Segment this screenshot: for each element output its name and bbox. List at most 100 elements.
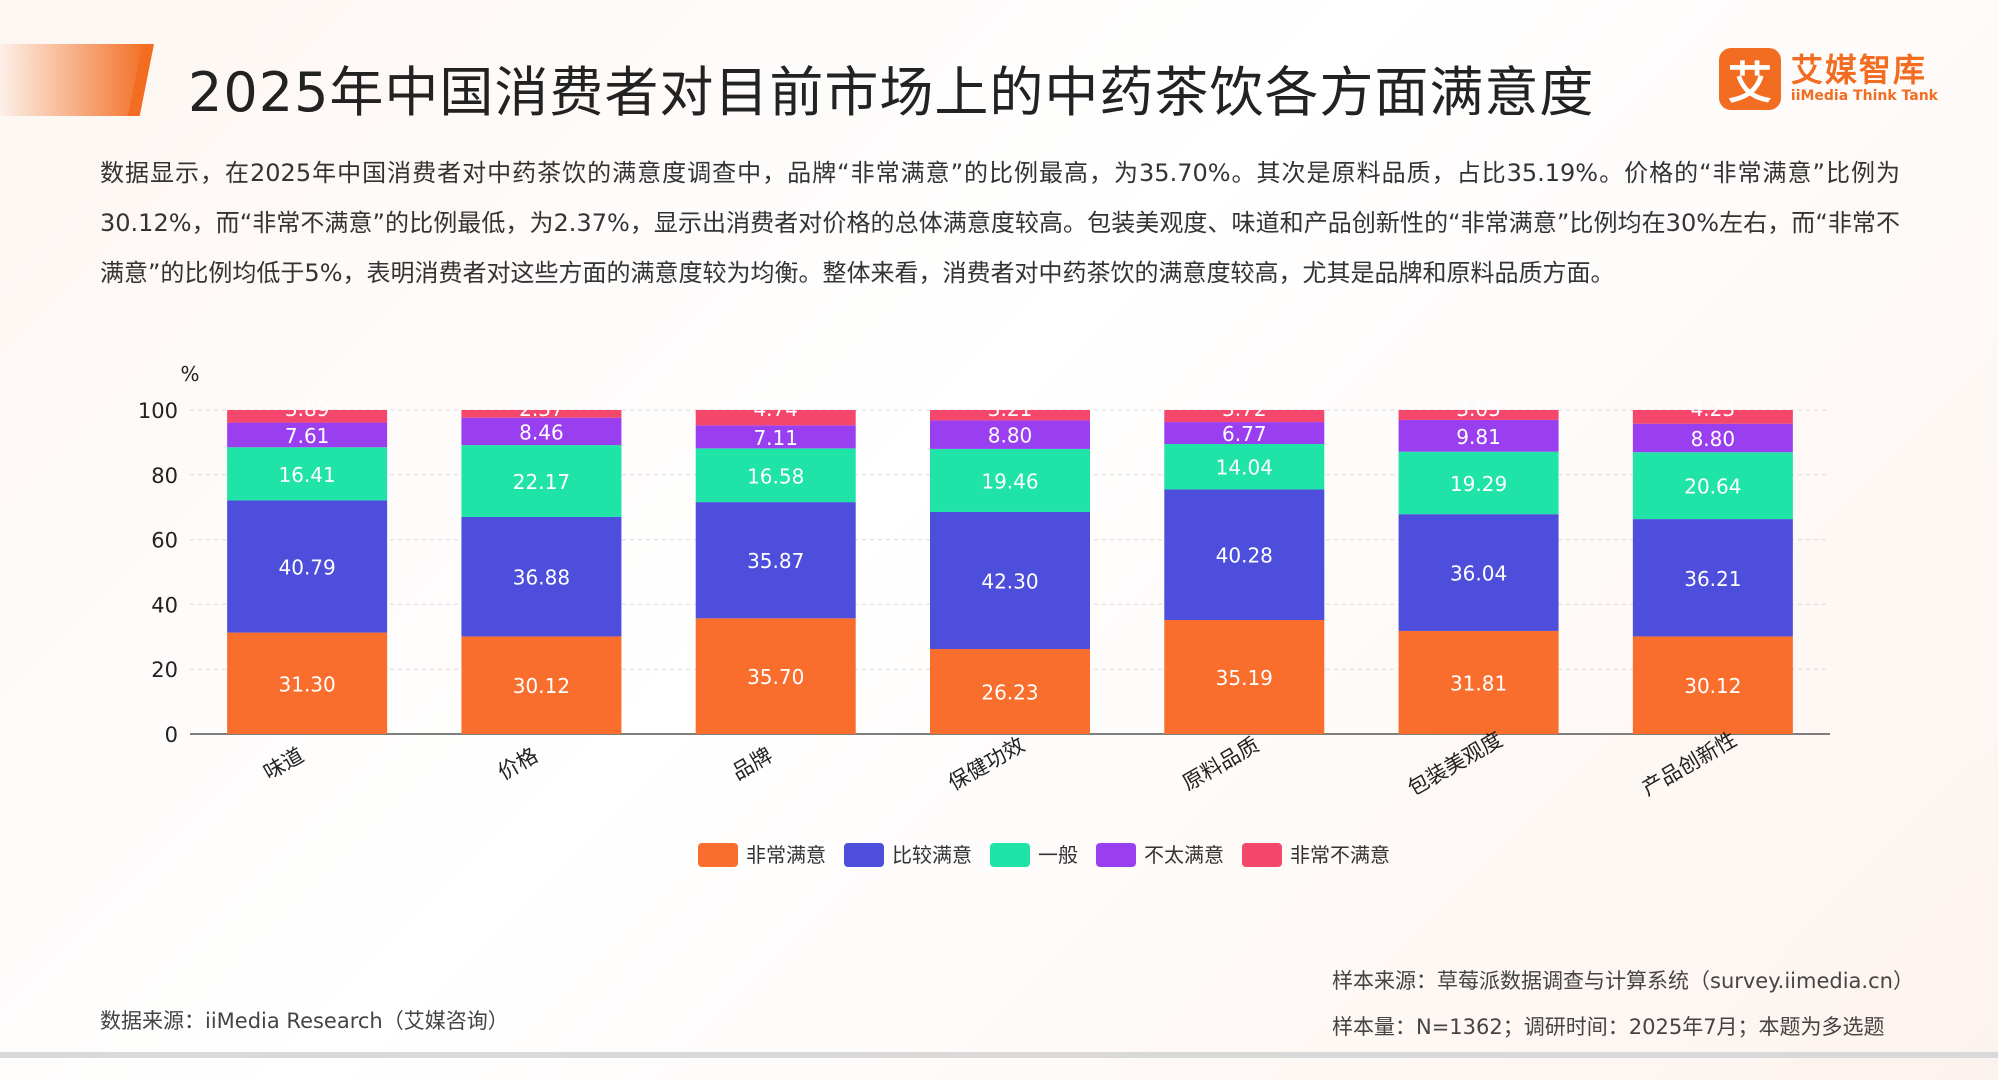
bar-segment bbox=[227, 410, 388, 423]
data-label: 4.74 bbox=[753, 397, 798, 421]
data-label: 30.12 bbox=[513, 674, 570, 698]
legend-label: 非常不满意 bbox=[1290, 843, 1390, 867]
bar-segment bbox=[1398, 630, 1559, 734]
bar-segment bbox=[695, 425, 856, 449]
bar-segment bbox=[930, 448, 1090, 512]
bar-segment bbox=[930, 649, 1090, 734]
sample-notes: 样本来源：草莓派数据调查与计算系统（survey.iimedia.cn） 样本量… bbox=[1332, 958, 1914, 1050]
bottom-divider bbox=[0, 1052, 1998, 1058]
bar-segment bbox=[461, 516, 622, 637]
data-label: 36.88 bbox=[513, 566, 570, 590]
data-label: 31.30 bbox=[279, 672, 336, 696]
bar-segment bbox=[461, 636, 622, 734]
brand-name: 艾媒智库 bbox=[1790, 51, 1927, 89]
legend-swatch bbox=[698, 843, 738, 867]
bar-segment bbox=[1398, 514, 1559, 631]
y-tick-label: 80 bbox=[151, 464, 178, 488]
data-label: 19.46 bbox=[981, 469, 1038, 493]
data-label: 7.61 bbox=[285, 424, 330, 448]
data-label: 26.23 bbox=[981, 681, 1038, 705]
data-label: 16.58 bbox=[747, 464, 804, 488]
y-tick-label: 100 bbox=[138, 399, 178, 423]
data-label: 3.89 bbox=[285, 397, 330, 421]
page-title: 2025年中国消费者对目前市场上的中药茶饮各方面满意度 bbox=[188, 61, 1595, 124]
data-label: 42.30 bbox=[981, 569, 1038, 593]
legend-swatch bbox=[990, 843, 1030, 867]
y-tick-label: 60 bbox=[151, 529, 178, 553]
legend-swatch bbox=[1096, 843, 1136, 867]
bar-segment bbox=[695, 502, 856, 619]
bar-segment bbox=[1632, 423, 1793, 453]
summary-paragraph: 数据显示，在2025年中国消费者对中药茶饮的满意度调查中，品牌“非常满意”的比例… bbox=[100, 159, 1900, 287]
x-tick-label: 味道 bbox=[259, 743, 307, 785]
bar-segment bbox=[1398, 410, 1559, 420]
sample-source-note: 样本来源：草莓派数据调查与计算系统（survey.iimedia.cn） bbox=[1332, 969, 1914, 993]
data-label: 35.70 bbox=[747, 665, 804, 689]
data-label: 4.23 bbox=[1691, 397, 1736, 421]
bar-segment bbox=[227, 422, 388, 448]
data-label: 14.04 bbox=[1216, 456, 1273, 480]
legend-label: 比较满意 bbox=[892, 843, 972, 867]
bar-segment bbox=[930, 511, 1090, 650]
bar-segment bbox=[1632, 410, 1793, 424]
data-label: 9.81 bbox=[1456, 425, 1501, 449]
bar-segment bbox=[1632, 636, 1793, 734]
legend-label: 不太满意 bbox=[1144, 843, 1224, 867]
x-tick-label: 保健功效 bbox=[944, 733, 1029, 796]
legend-label: 一般 bbox=[1038, 843, 1078, 867]
brand-logo: 艾 艾媒智库 iiMedia Think Tank bbox=[1718, 48, 1938, 110]
brand-mark-icon: 艾 bbox=[1718, 48, 1781, 110]
data-source-note: 数据来源：iiMedia Research（艾媒咨询） bbox=[100, 1009, 509, 1033]
data-label: 31.81 bbox=[1450, 671, 1507, 695]
bar-segment bbox=[1164, 422, 1325, 444]
bar-segment bbox=[1164, 489, 1325, 620]
bar-segment bbox=[695, 618, 856, 734]
title-accent-bar bbox=[0, 44, 150, 116]
data-label: 36.21 bbox=[1684, 567, 1741, 591]
bar-segment bbox=[930, 410, 1090, 421]
bar-segment bbox=[1164, 410, 1325, 423]
bar-segment bbox=[461, 410, 622, 418]
y-tick-label: 0 bbox=[165, 723, 178, 747]
data-label: 8.80 bbox=[1691, 427, 1736, 451]
x-tick-label: 原料品质 bbox=[1178, 733, 1263, 796]
data-label: 19.29 bbox=[1450, 472, 1507, 496]
bar-segment bbox=[695, 448, 856, 503]
x-tick-label: 产品创新性 bbox=[1638, 727, 1741, 800]
data-label: 35.87 bbox=[747, 549, 804, 573]
data-label: 30.12 bbox=[1684, 674, 1741, 698]
legend-swatch bbox=[1242, 843, 1282, 867]
brand-subtitle: iiMedia Think Tank bbox=[1790, 88, 1938, 104]
data-label: 8.80 bbox=[988, 424, 1033, 448]
data-label: 20.64 bbox=[1684, 475, 1741, 499]
bar-segment bbox=[461, 417, 622, 446]
x-tick-label: 品牌 bbox=[728, 743, 776, 785]
y-tick-label: 40 bbox=[151, 593, 178, 617]
data-label: 6.77 bbox=[1222, 422, 1267, 446]
data-label: 3.05 bbox=[1456, 397, 1501, 421]
data-label: 22.17 bbox=[513, 470, 570, 494]
legend-swatch bbox=[844, 843, 884, 867]
data-label: 40.28 bbox=[1216, 544, 1273, 568]
bar-segment bbox=[1164, 443, 1325, 490]
bar-segment bbox=[227, 500, 388, 633]
y-tick-label: 20 bbox=[151, 658, 178, 682]
bar-segment bbox=[1164, 619, 1325, 734]
legend-label: 非常满意 bbox=[746, 843, 826, 867]
data-label: 40.79 bbox=[279, 556, 336, 580]
data-label: 35.19 bbox=[1216, 666, 1273, 690]
data-label: 36.04 bbox=[1450, 562, 1507, 586]
sample-size-note: 样本量：N=1362；调研时间：2025年7月；本题为多选题 bbox=[1332, 1015, 1885, 1039]
bar-segment bbox=[227, 632, 388, 734]
bar-segment bbox=[227, 447, 388, 501]
bar-segment bbox=[930, 420, 1090, 449]
data-label: 3.72 bbox=[1222, 397, 1267, 421]
bar-segment bbox=[1632, 519, 1793, 637]
x-tick-label: 价格 bbox=[494, 743, 542, 785]
data-label: 2.37 bbox=[519, 397, 564, 421]
bar-segment bbox=[461, 445, 622, 517]
x-tick-label: 包装美观度 bbox=[1404, 727, 1507, 800]
bar-segment bbox=[1398, 451, 1559, 515]
data-label: 16.41 bbox=[279, 463, 336, 487]
